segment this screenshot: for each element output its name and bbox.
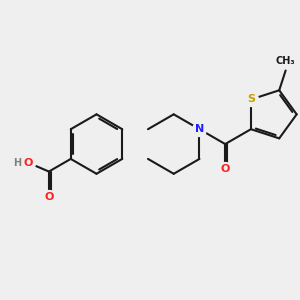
Text: N: N [195,124,204,134]
Text: H: H [14,158,22,168]
Text: O: O [23,158,33,168]
Text: O: O [220,164,230,174]
Text: S: S [247,94,255,104]
Text: O: O [44,192,54,202]
Text: CH₃: CH₃ [276,56,296,66]
